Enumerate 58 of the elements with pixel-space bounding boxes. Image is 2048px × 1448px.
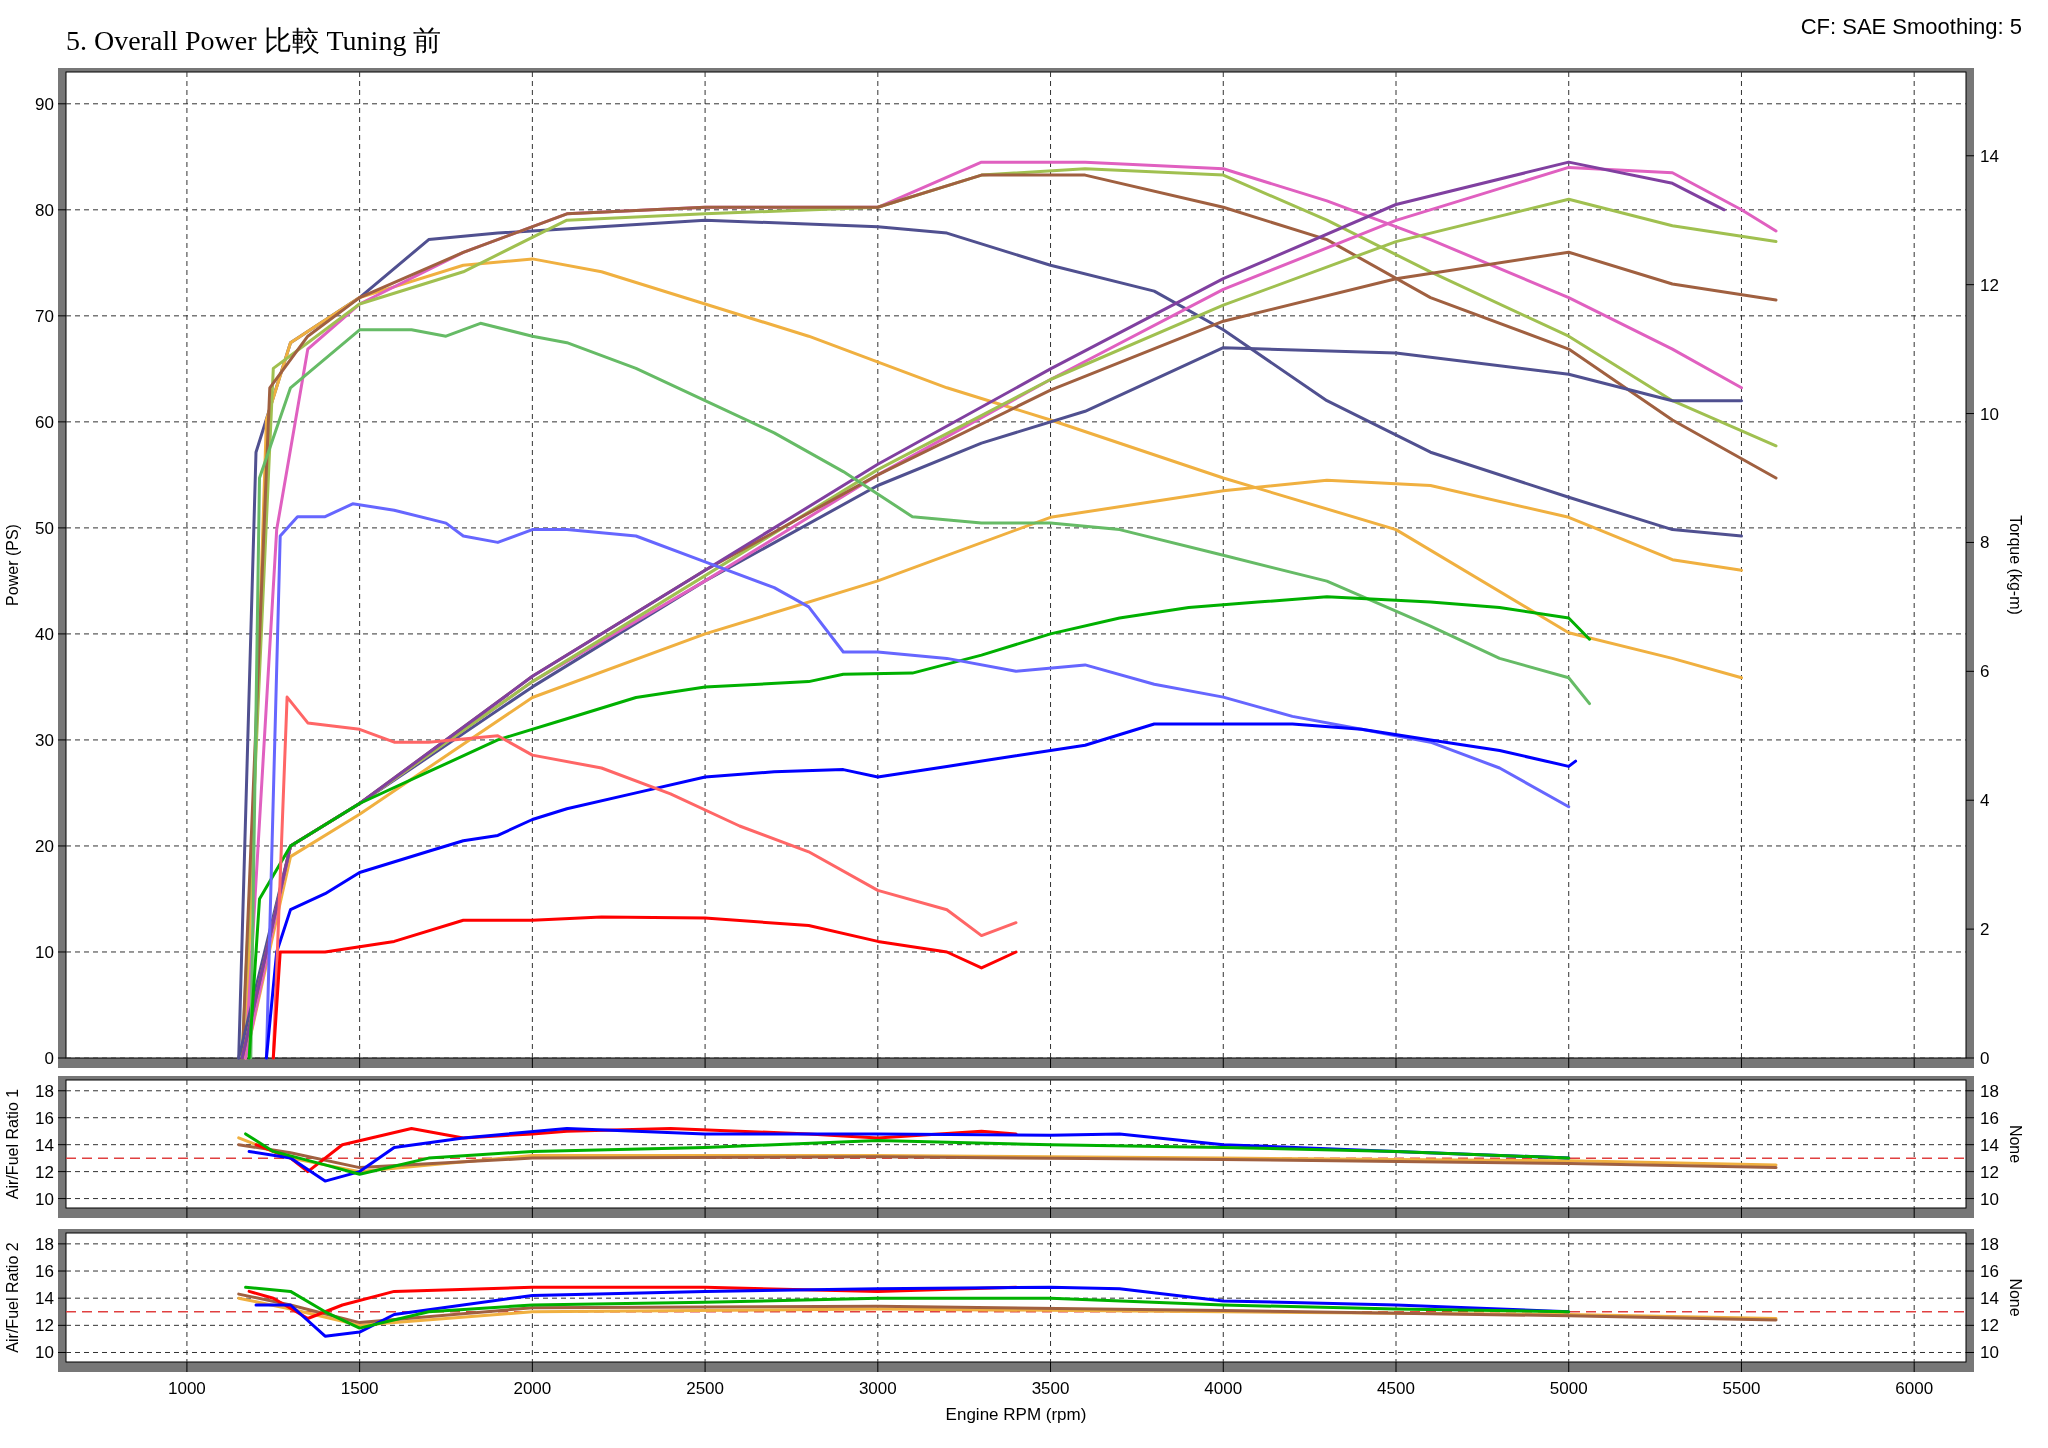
y-tick-label: 30 — [35, 730, 54, 750]
y2-tick-label: 4 — [1980, 791, 1990, 811]
x-tick-label: 1500 — [340, 1379, 379, 1398]
y-tick-label: 18 — [35, 1081, 54, 1101]
y2-axis-title: None — [2007, 1124, 2024, 1164]
y-tick-label: 16 — [35, 1108, 54, 1128]
y-tick-label: 80 — [35, 200, 54, 220]
y2-tick-label: 18 — [1980, 1081, 1999, 1101]
y-tick-label: 12 — [35, 1316, 54, 1336]
y-axis-title: Air/Fuel Ratio 1 — [4, 1088, 21, 1200]
y2-axis-title: Torque (kg-m) — [2007, 515, 2024, 615]
y2-tick-label: 14 — [1980, 1289, 1999, 1309]
y2-tick-label: 16 — [1980, 1108, 1999, 1128]
y2-tick-label: 12 — [1980, 1162, 1999, 1182]
y-tick-label: 50 — [35, 518, 54, 538]
y-tick-label: 16 — [35, 1262, 54, 1282]
x-axis-title: Engine RPM (rpm) — [945, 1405, 1087, 1424]
x-tick-label: 6000 — [1895, 1379, 1934, 1398]
y-tick-label: 20 — [35, 836, 54, 856]
x-tick-label: 3500 — [1031, 1379, 1070, 1398]
y-axis-title: Power (PS) — [4, 524, 21, 606]
y-tick-label: 60 — [35, 412, 54, 432]
x-tick-label: 4500 — [1377, 1379, 1415, 1398]
x-tick-label: 4000 — [1204, 1379, 1243, 1398]
y-tick-label: 10 — [35, 1343, 54, 1363]
y2-tick-label: 10 — [1980, 1189, 1999, 1209]
y2-tick-label: 18 — [1980, 1234, 1999, 1254]
y-axis-title: Air/Fuel Ratio 2 — [4, 1242, 21, 1353]
y2-axis-title: None — [2007, 1278, 2024, 1317]
y2-tick-label: 16 — [1980, 1262, 1999, 1282]
y2-tick-label: 12 — [1980, 275, 1999, 295]
y-tick-label: 40 — [35, 624, 54, 644]
x-tick-label: 5000 — [1549, 1379, 1588, 1398]
y-tick-label: 70 — [35, 306, 54, 326]
x-tick-label: 1000 — [168, 1379, 206, 1398]
y-tick-label: 12 — [35, 1162, 54, 1182]
y-tick-label: 10 — [35, 942, 54, 962]
y2-tick-label: 6 — [1980, 662, 1990, 682]
y2-tick-label: 8 — [1980, 533, 1990, 553]
x-tick-label: 5500 — [1722, 1379, 1761, 1398]
y-tick-label: 90 — [35, 94, 54, 114]
y2-tick-label: 14 — [1980, 1135, 1999, 1155]
y2-tick-label: 12 — [1980, 1316, 1999, 1336]
y-tick-label: 14 — [35, 1135, 54, 1155]
y2-tick-label: 10 — [1980, 404, 1999, 424]
y-tick-label: 10 — [35, 1189, 54, 1209]
chart-title: 5. Overall Power 比較 Tuning 前 — [66, 25, 442, 56]
x-tick-label: 2000 — [513, 1379, 552, 1398]
y2-tick-label: 10 — [1980, 1343, 1999, 1363]
text: CF: SAE Smoothing: 5 — [1800, 14, 2022, 39]
y2-tick-label: 2 — [1980, 920, 1990, 940]
y2-tick-label: 0 — [1980, 1049, 1990, 1068]
x-tick-label: 3000 — [858, 1379, 897, 1398]
y-tick-label: 18 — [35, 1234, 54, 1254]
y-tick-label: 0 — [44, 1049, 54, 1068]
x-tick-label: 2500 — [686, 1379, 724, 1398]
y-tick-label: 14 — [35, 1289, 54, 1309]
y2-tick-label: 14 — [1980, 146, 1999, 166]
